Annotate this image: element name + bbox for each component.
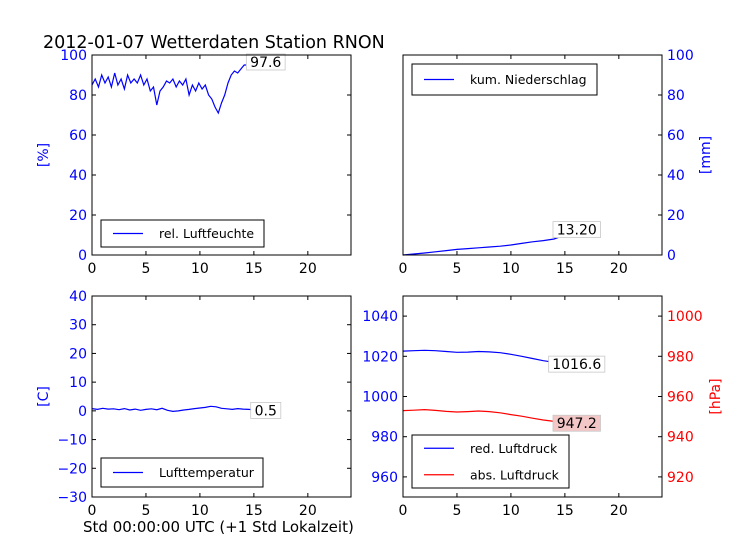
x-tick-label: 20: [299, 261, 317, 277]
series-line: [91, 405, 266, 413]
y2-tick-label: 980: [667, 349, 694, 365]
legend-label: kum. Niederschlag: [470, 72, 587, 87]
y-tick-label: 0: [667, 248, 676, 264]
x-tick-label: 15: [245, 503, 263, 519]
series-line: [402, 228, 577, 256]
x-tick-label: 20: [610, 261, 628, 277]
legend-label: red. Luftdruck: [470, 441, 558, 456]
y-tick-label: −10: [57, 433, 87, 449]
y-tick-label: 100: [667, 48, 694, 64]
panel-humidity: 0 5 10 15 20 0 20 40 60 80 100 [%] 97.6 rel. Luftfeuc…: [36, 48, 352, 277]
y-axis-label: [mm]: [698, 136, 714, 174]
plot-frame: [402, 295, 663, 498]
value-annotation: 947.2: [557, 416, 597, 432]
x-tick-label: 0: [88, 503, 97, 519]
y-tick-label: 1000: [362, 390, 398, 406]
y-tick-label: 20: [69, 208, 87, 224]
panel-precipitation: 0 5 10 15 20 0 20 40 60 80 100 [mm] 13.20 kum. Nieder…: [399, 48, 714, 277]
value-annotation-box: [245, 53, 286, 71]
plot-frame: [91, 54, 352, 256]
legend-label: Lufttemperatur: [159, 465, 255, 480]
value-annotation-box: [548, 355, 606, 373]
x-tick-label: 15: [556, 503, 574, 519]
value-annotation: 97.6: [250, 55, 281, 71]
x-tick-label: 0: [88, 261, 97, 277]
y-tick-label: 30: [69, 318, 87, 334]
y-tick-label: 0: [78, 404, 87, 420]
y2-tick-label: 920: [667, 470, 694, 486]
y-tick-label: −30: [57, 490, 87, 506]
value-annotation-box: [250, 402, 282, 419]
y-tick-label: 60: [69, 128, 87, 144]
x-tick-label: 5: [452, 261, 461, 277]
x-tick-label: 0: [399, 261, 408, 277]
y-tick-label: 0: [78, 248, 87, 264]
y-tick-label: 40: [667, 168, 685, 184]
y-tick-label: −20: [57, 461, 87, 477]
y-tick-label: 60: [667, 128, 685, 144]
series-line: [402, 408, 577, 423]
y-tick-label: 40: [69, 289, 87, 305]
value-annotation: 1016.6: [552, 357, 601, 373]
panel-pressure: 0 5 10 15 20 960 980 1000 1020 1040 920 940 960 980 10…: [362, 295, 724, 519]
y-tick-label: 1020: [362, 349, 398, 365]
x-tick-label: 10: [191, 503, 209, 519]
y-axis-label: [%]: [36, 143, 52, 167]
x-tick-label: 10: [502, 261, 520, 277]
x-tick-label: 10: [502, 503, 520, 519]
y2-axis-label: [hPa]: [708, 378, 724, 414]
y2-tick-label: 940: [667, 430, 694, 446]
legend-label: abs. Luftdruck: [470, 467, 560, 482]
y-axis-label: [C]: [36, 386, 52, 407]
y-tick-label: 1040: [362, 309, 398, 325]
value-annotation: 0.5: [255, 403, 277, 419]
value-annotation: 13.20: [557, 223, 597, 239]
y-tick-label: 80: [667, 88, 685, 104]
panel-temperature: 0 5 10 15 20 −30 −20 −10 0 10 20 30 40 [C] 0.5 Lufttemp…: [36, 289, 352, 519]
y2-tick-label: 960: [667, 390, 694, 406]
x-tick-label: 20: [299, 503, 317, 519]
x-tick-label: 0: [399, 503, 408, 519]
y-tick-label: 100: [60, 48, 87, 64]
legend-box: [411, 434, 570, 489]
y-tick-label: 960: [371, 470, 398, 486]
x-tick-label: 5: [141, 261, 150, 277]
plot-frame: [91, 295, 352, 498]
y-tick-label: 20: [69, 346, 87, 362]
legend-label: rel. Luftfeuchte: [159, 226, 254, 241]
x-tick-label: 5: [141, 503, 150, 519]
x-tick-label: 15: [556, 261, 574, 277]
series-line: [91, 59, 266, 115]
y-tick-label: 40: [69, 168, 87, 184]
plot-frame: [402, 54, 663, 256]
value-annotation-box: [552, 221, 601, 239]
y-tick-label: 10: [69, 375, 87, 391]
figure-title: 2012-01-07 Wetterdaten Station RNON: [43, 33, 385, 53]
y-tick-label: 980: [371, 430, 398, 446]
figure-xlabel: Std 00:00:00 UTC (+1 Std Lokalzeit): [83, 518, 354, 536]
series-line: [402, 349, 577, 364]
y-tick-label: 20: [667, 208, 685, 224]
y2-tick-label: 1000: [667, 309, 703, 325]
y-tick-label: 80: [69, 88, 87, 104]
x-tick-label: 10: [191, 261, 209, 277]
value-annotation-box: [552, 414, 601, 432]
x-tick-label: 15: [245, 261, 263, 277]
x-tick-label: 20: [610, 503, 628, 519]
x-tick-label: 5: [452, 503, 461, 519]
